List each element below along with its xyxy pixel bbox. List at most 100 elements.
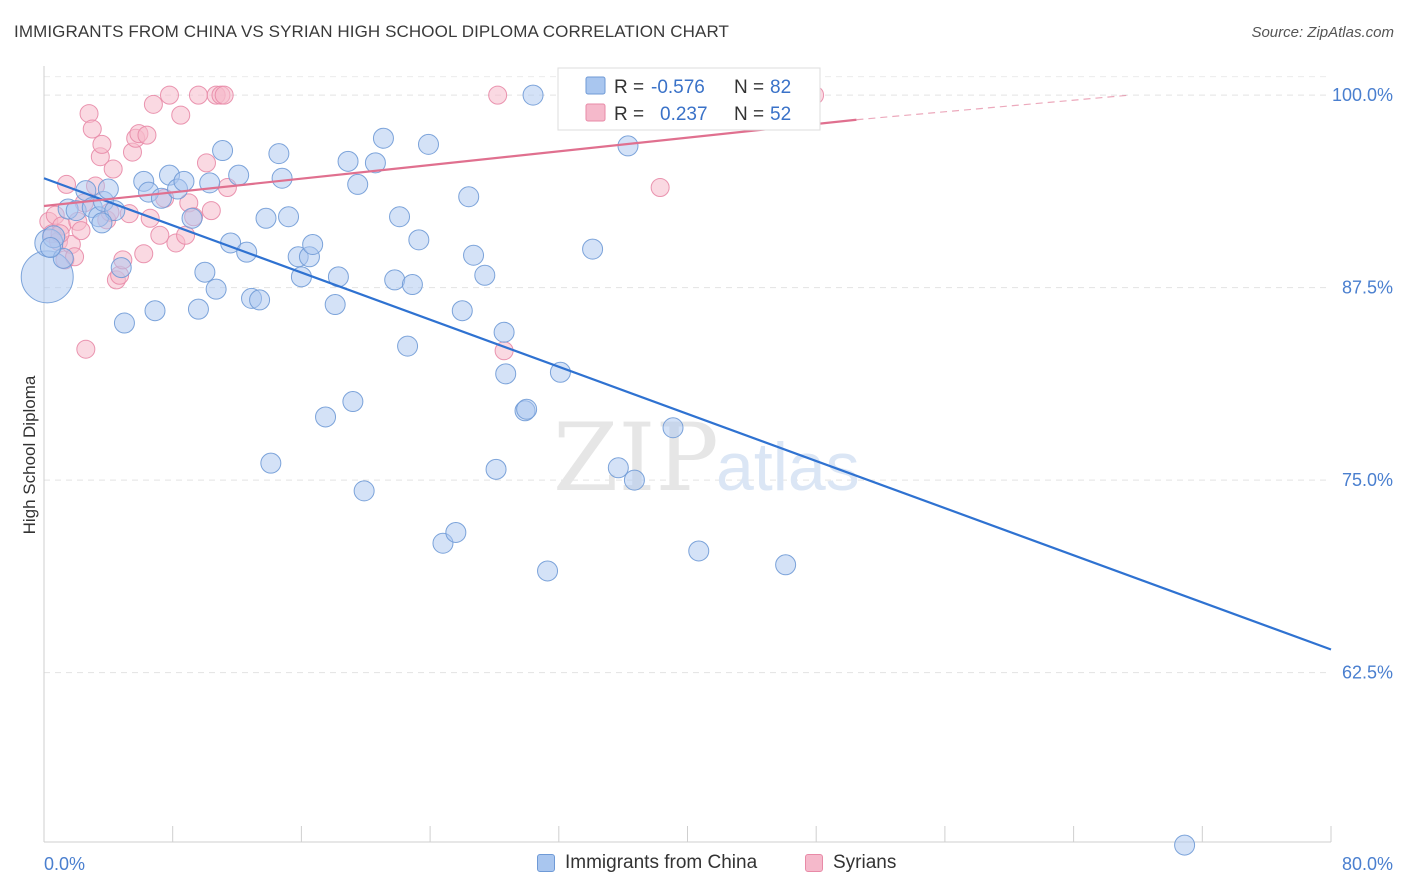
y-tick-label: 87.5%	[1342, 278, 1393, 298]
legend-n-label-1: N =	[734, 77, 764, 98]
point-china	[249, 289, 271, 311]
point-china	[582, 238, 604, 260]
point-china	[389, 206, 411, 228]
point-china	[688, 540, 710, 562]
point-china	[662, 417, 684, 439]
point-china	[181, 207, 203, 229]
point-china	[617, 135, 639, 157]
y-tick-label: 62.5%	[1342, 663, 1393, 683]
point-china	[194, 261, 216, 283]
point-china	[549, 361, 571, 383]
legend-swatch-china	[585, 76, 606, 95]
legend-r-value-1: -0.576	[651, 77, 705, 98]
point-china	[451, 300, 473, 322]
point-china	[91, 212, 113, 234]
trendline-syria-extension	[856, 94, 1130, 121]
trend-layer	[43, 94, 1332, 651]
y-tick-label: 75.0%	[1342, 470, 1393, 490]
point-china	[324, 294, 346, 316]
point-china	[268, 143, 290, 165]
legend-n-value-2: 52	[770, 104, 791, 125]
legend-r-label-2: R =	[614, 104, 644, 125]
point-syria	[82, 119, 102, 139]
point-syria	[71, 221, 91, 241]
point-china	[401, 274, 423, 296]
point-china	[302, 233, 324, 255]
point-china	[384, 269, 406, 291]
legend-r-value-2: 0.237	[660, 104, 708, 125]
point-syria	[214, 85, 234, 105]
point-china	[315, 406, 337, 428]
legend-swatch-syria-bottom	[805, 854, 823, 872]
point-china	[260, 452, 282, 474]
trendline-china	[43, 177, 1332, 651]
point-china	[110, 257, 132, 279]
point-china	[212, 140, 234, 162]
legend-swatch-syria	[585, 103, 606, 122]
legend-swatch-china-bottom	[537, 854, 555, 872]
point-china	[228, 164, 250, 186]
point-syria	[150, 225, 170, 245]
x-tick-label-min: 0.0%	[44, 854, 85, 874]
point-china	[278, 206, 300, 228]
point-china	[144, 300, 166, 322]
x-tick-label-max: 80.0%	[1342, 854, 1393, 874]
point-china	[474, 264, 496, 286]
correlation-legend: R = -0.576 N = 82 R = 0.237 N = 52	[557, 67, 821, 131]
point-syria	[201, 201, 221, 221]
point-syria	[143, 94, 163, 114]
point-syria	[76, 339, 96, 359]
point-syria	[488, 85, 508, 105]
point-china	[445, 521, 467, 543]
point-syria	[650, 178, 670, 197]
point-china	[353, 480, 375, 502]
point-syria	[196, 153, 216, 173]
legend-n-label-2: N =	[734, 104, 764, 125]
chart-title: IMMIGRANTS FROM CHINA VS SYRIAN HIGH SCH…	[14, 22, 730, 41]
point-syria	[188, 85, 208, 105]
point-china	[173, 170, 195, 192]
point-syria	[103, 159, 123, 179]
point-china	[97, 178, 119, 200]
point-china	[271, 167, 293, 189]
y-axis-title: High School Diploma	[20, 375, 39, 534]
source-label: Source: ZipAtlas.com	[1251, 24, 1394, 41]
point-china	[607, 457, 629, 479]
point-syria	[92, 134, 112, 154]
point-china	[1174, 834, 1196, 856]
point-china	[372, 127, 394, 149]
point-china	[347, 173, 369, 195]
legend-item-syria: Syrians	[805, 852, 896, 874]
point-syria	[137, 125, 157, 145]
point-china	[495, 363, 517, 385]
point-syria	[79, 104, 99, 124]
point-syria	[159, 85, 179, 105]
legend-r-label-1: R =	[614, 77, 644, 98]
axis-layer: 100.0% 87.5% 75.0% 62.5% 0.0% 80.0% High Schoo…	[20, 66, 1393, 874]
legend-label-syria: Syrians	[833, 852, 897, 873]
point-china	[417, 133, 439, 155]
watermark-zip: ZIP	[553, 404, 719, 513]
point-china	[187, 298, 209, 320]
point-china	[493, 321, 515, 343]
point-syria	[134, 244, 154, 264]
legend-item-china: Immigrants from China	[537, 852, 757, 874]
point-china	[337, 150, 359, 172]
point-china	[623, 469, 645, 491]
point-china	[113, 312, 135, 334]
watermark: ZIP atlas	[553, 404, 860, 513]
point-china	[397, 335, 419, 357]
point-china	[775, 554, 797, 576]
point-syria	[171, 105, 191, 125]
point-china	[522, 84, 544, 106]
legend-n-value-1: 82	[770, 77, 791, 98]
point-china	[537, 560, 559, 582]
series-legend: Immigrants from China Syrians	[0, 852, 1406, 878]
point-china	[205, 278, 227, 300]
point-china	[342, 391, 364, 413]
legend-label-china: Immigrants from China	[565, 852, 758, 873]
point-china	[485, 458, 507, 480]
points-layer	[20, 84, 1196, 856]
point-china	[39, 237, 61, 259]
point-china	[458, 186, 480, 208]
